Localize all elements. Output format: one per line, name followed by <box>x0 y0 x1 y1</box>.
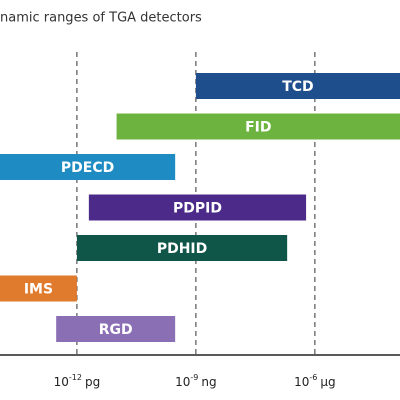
tick-exponent: -9 <box>190 373 198 382</box>
bar <box>0 154 176 180</box>
bar-label: PDHID <box>157 241 207 257</box>
bar-label: FID <box>245 120 271 136</box>
bar-label: PDECD <box>61 160 114 176</box>
tick-unit: pg <box>85 375 100 389</box>
tick-exponent: -12 <box>69 373 82 382</box>
bar-label: RGD <box>99 322 133 338</box>
bar <box>88 194 307 221</box>
tick-base: 10 <box>294 375 309 389</box>
tick-exponent: -6 <box>309 373 317 382</box>
bar <box>116 113 400 140</box>
bar <box>0 275 77 302</box>
bar <box>76 235 288 261</box>
x-tick-label: 10-9 ng <box>175 373 217 389</box>
bar <box>195 73 400 99</box>
bar-label: PDPID <box>173 201 222 217</box>
x-tick-label: 10-6 µg <box>294 373 336 389</box>
bar-label: IMS <box>24 282 53 298</box>
bar <box>56 316 176 342</box>
tick-base: 10 <box>175 375 190 389</box>
tick-base: 10 <box>54 375 69 389</box>
tick-unit: ng <box>201 375 216 389</box>
plot-area <box>0 73 400 342</box>
bar-label: TCD <box>282 79 313 95</box>
tick-unit: µg <box>320 375 335 389</box>
x-tick-label: 10-12 pg <box>54 373 101 389</box>
chart-title: namic ranges of TGA detectors <box>0 11 202 26</box>
